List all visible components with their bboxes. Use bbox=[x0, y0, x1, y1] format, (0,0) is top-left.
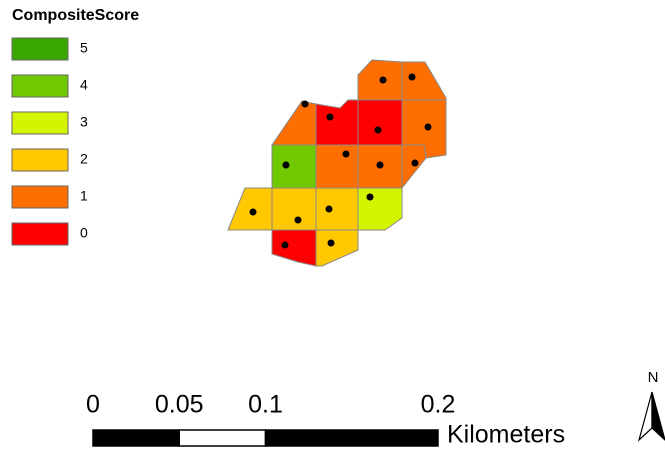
grid-cell bbox=[401, 144, 427, 190]
legend-title: CompositeScore bbox=[12, 7, 139, 24]
scale-label: 0.05 bbox=[155, 391, 204, 419]
grid-cell bbox=[401, 61, 447, 101]
sample-point bbox=[294, 216, 302, 224]
sample-point bbox=[376, 161, 384, 169]
sample-point bbox=[281, 241, 289, 249]
grid-cell bbox=[357, 187, 403, 231]
sample-point bbox=[424, 123, 432, 131]
scale-unit: Kilometers bbox=[447, 421, 565, 449]
sample-point bbox=[326, 113, 334, 121]
grid-cell bbox=[271, 229, 317, 267]
grid-cell bbox=[315, 99, 359, 146]
sample-point bbox=[325, 205, 333, 213]
scale-label: 0 bbox=[86, 391, 100, 419]
grid-cell bbox=[357, 99, 403, 146]
grid-cell bbox=[315, 187, 359, 231]
legend-label: 3 bbox=[80, 114, 88, 130]
sample-point bbox=[374, 126, 382, 134]
legend-label: 1 bbox=[80, 188, 88, 204]
legend-swatch bbox=[11, 185, 69, 209]
legend-swatch bbox=[11, 222, 69, 246]
sample-point bbox=[327, 239, 335, 247]
sample-point bbox=[282, 161, 290, 169]
legend-swatch bbox=[11, 74, 69, 98]
grid-cell bbox=[227, 187, 273, 231]
legend-swatch bbox=[11, 37, 69, 61]
sample-point bbox=[249, 208, 257, 216]
grid-cell bbox=[315, 229, 359, 267]
legend-swatch bbox=[11, 111, 69, 135]
legend-swatch bbox=[11, 148, 69, 172]
sample-point bbox=[342, 150, 350, 158]
north-arrow bbox=[637, 391, 665, 442]
legend-label: 0 bbox=[80, 225, 88, 241]
legend-label: 2 bbox=[80, 151, 88, 167]
sample-point bbox=[301, 100, 309, 108]
grid-cell bbox=[271, 100, 317, 146]
north-label: N bbox=[648, 369, 659, 386]
scale-label: 0.2 bbox=[421, 391, 456, 419]
scale-segment bbox=[264, 429, 439, 447]
grid-cell bbox=[271, 144, 317, 189]
legend-label: 5 bbox=[80, 40, 88, 56]
sample-point bbox=[411, 159, 419, 167]
scale-segment bbox=[92, 429, 180, 447]
scale-label: 0.1 bbox=[248, 391, 283, 419]
sample-point bbox=[379, 76, 387, 84]
grid-cell bbox=[315, 144, 359, 189]
sample-point bbox=[366, 193, 374, 201]
sample-point bbox=[408, 73, 416, 81]
legend-label: 4 bbox=[80, 77, 88, 93]
scale-segment bbox=[178, 429, 267, 447]
grid-cell bbox=[271, 187, 317, 231]
